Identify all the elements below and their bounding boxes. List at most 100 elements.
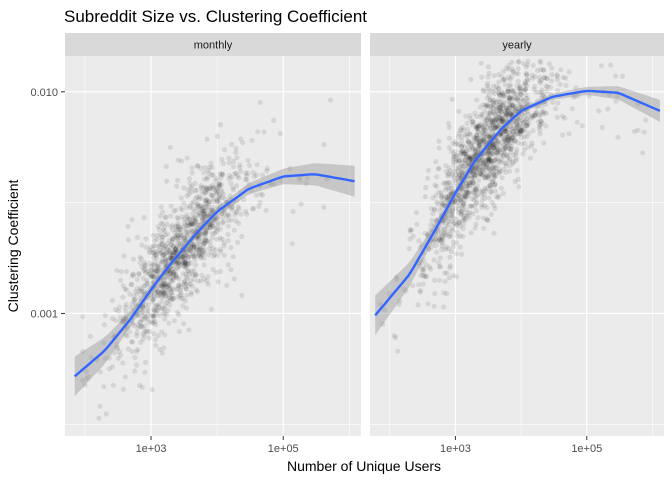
data-point xyxy=(525,111,531,117)
data-point xyxy=(489,151,495,157)
data-point xyxy=(515,131,521,137)
data-point xyxy=(167,278,173,284)
data-point xyxy=(132,289,139,295)
data-point xyxy=(438,225,444,231)
data-point xyxy=(481,108,487,114)
data-point xyxy=(152,268,159,274)
data-point xyxy=(486,156,492,163)
data-point xyxy=(157,346,163,353)
data-point xyxy=(233,170,239,176)
data-point xyxy=(487,173,493,179)
data-point xyxy=(524,120,530,126)
data-point xyxy=(414,221,420,227)
data-point xyxy=(146,247,152,253)
data-point xyxy=(510,102,516,108)
data-point xyxy=(445,222,451,228)
data-point xyxy=(482,120,489,126)
data-point xyxy=(152,290,158,296)
data-point xyxy=(465,161,471,167)
data-point xyxy=(154,307,160,313)
data-point xyxy=(230,254,236,260)
data-point xyxy=(506,95,512,101)
data-point xyxy=(215,198,221,204)
data-point xyxy=(503,111,509,117)
data-point xyxy=(165,281,171,288)
data-point xyxy=(468,173,474,179)
data-point xyxy=(471,180,477,186)
data-point xyxy=(440,240,446,246)
data-point xyxy=(170,236,176,242)
data-point xyxy=(200,244,206,250)
data-point xyxy=(469,203,475,209)
data-point xyxy=(201,241,207,247)
data-point xyxy=(520,97,526,103)
data-point xyxy=(151,296,157,302)
data-point xyxy=(155,288,161,294)
data-point xyxy=(459,169,465,175)
data-point xyxy=(196,210,202,216)
data-point xyxy=(469,141,475,147)
data-point xyxy=(538,118,544,124)
data-point xyxy=(123,301,129,308)
data-point xyxy=(489,119,495,125)
data-point xyxy=(181,255,187,261)
data-point xyxy=(491,158,497,164)
data-point xyxy=(170,250,176,256)
data-point xyxy=(162,224,168,230)
data-point xyxy=(200,247,206,253)
data-point xyxy=(484,164,490,170)
data-point xyxy=(226,172,233,179)
data-point xyxy=(483,160,489,166)
data-point xyxy=(235,204,241,210)
data-point xyxy=(482,132,488,138)
data-point xyxy=(175,238,181,244)
data-point xyxy=(141,265,147,271)
data-point xyxy=(236,220,242,226)
data-point xyxy=(474,123,480,129)
data-point xyxy=(181,238,187,245)
data-point xyxy=(173,261,179,267)
data-point xyxy=(496,114,502,120)
data-point xyxy=(498,150,504,156)
data-point xyxy=(153,253,159,259)
data-point xyxy=(501,93,507,99)
data-point xyxy=(182,222,189,228)
data-point xyxy=(497,108,503,114)
data-point xyxy=(491,125,497,131)
data-point xyxy=(172,247,178,253)
data-point xyxy=(178,295,184,301)
data-point xyxy=(540,111,546,117)
data-point xyxy=(289,241,295,247)
data-point xyxy=(455,168,461,174)
data-point xyxy=(102,355,108,362)
data-point xyxy=(182,258,188,264)
data-point xyxy=(230,164,237,170)
data-point xyxy=(130,271,136,277)
data-point xyxy=(492,124,499,130)
data-point xyxy=(201,255,207,261)
data-point xyxy=(166,286,172,292)
data-point xyxy=(482,150,488,156)
data-point xyxy=(459,148,465,154)
data-point xyxy=(494,125,500,131)
data-point xyxy=(149,318,155,324)
data-point xyxy=(173,245,179,252)
data-point xyxy=(210,193,216,199)
data-point xyxy=(160,252,166,258)
data-point xyxy=(193,249,199,255)
data-point xyxy=(521,120,527,126)
data-point xyxy=(441,304,447,310)
data-point xyxy=(516,122,522,128)
panel-background xyxy=(370,56,664,436)
data-point xyxy=(487,153,493,159)
data-point xyxy=(514,122,520,128)
data-point xyxy=(188,291,194,298)
data-point xyxy=(496,105,502,111)
data-point xyxy=(458,211,464,217)
data-point xyxy=(490,178,496,184)
data-point xyxy=(467,116,473,122)
data-point xyxy=(480,141,487,147)
data-point xyxy=(188,185,194,191)
data-point xyxy=(138,323,144,329)
data-point xyxy=(509,112,515,118)
